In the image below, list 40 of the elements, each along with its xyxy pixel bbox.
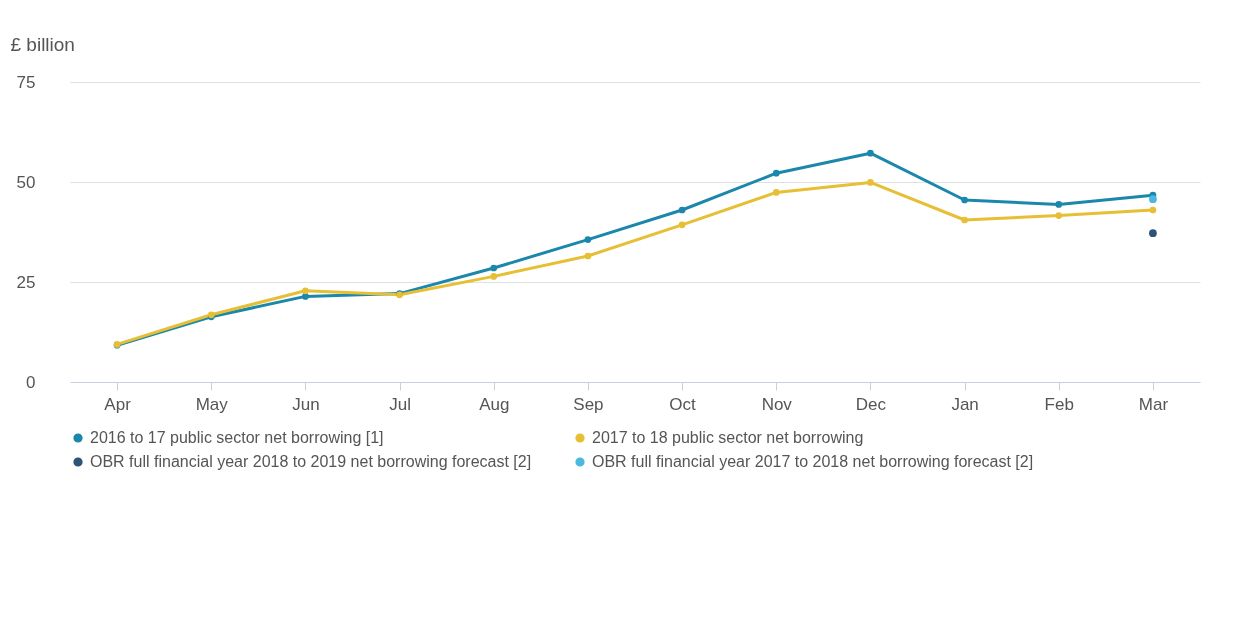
- point: [302, 293, 309, 300]
- point: [584, 252, 592, 260]
- point: [1055, 212, 1063, 219]
- y-tick-label: 75: [16, 72, 36, 92]
- x-tick-label: Mar: [1138, 394, 1169, 414]
- point: [961, 196, 968, 204]
- x-tick-label: Feb: [1044, 394, 1074, 414]
- point: [584, 236, 592, 243]
- y-tick-label: 50: [16, 172, 36, 192]
- x-tick-label: May: [195, 394, 229, 414]
- point: [302, 287, 309, 295]
- x-tick-label: Nov: [761, 394, 793, 414]
- x-tick-label: Jul: [389, 394, 411, 414]
- legend-label: 2016 to 17 public sector net borrowing [1]: [90, 429, 384, 446]
- point: [1055, 201, 1063, 208]
- x-tick-label: Aug: [479, 394, 510, 414]
- x-tick-label: Sep: [573, 394, 604, 414]
- x-tick-label: Jun: [292, 394, 320, 414]
- point: [772, 169, 780, 177]
- x-tick-label: Oct: [669, 394, 697, 414]
- y-tick-label: 0: [26, 372, 36, 392]
- y-axis-title: £ billion: [10, 33, 75, 55]
- point: [490, 264, 498, 272]
- point: [1149, 229, 1157, 238]
- legend-label: OBR full financial year 2018 to 2019 net borrowing forecast [2]: [90, 453, 532, 470]
- point: [867, 149, 874, 157]
- x-tick-label: Jan: [951, 394, 979, 414]
- point: [961, 216, 968, 224]
- x-tick-label: Apr: [104, 394, 132, 414]
- point: [678, 206, 686, 214]
- legend-label: 2017 to 18 public sector net borrowing: [592, 429, 864, 446]
- point: [490, 273, 498, 280]
- legend-label: OBR full financial year 2017 to 2018 net borrowing forecast [2]: [592, 453, 1034, 470]
- point: [1149, 195, 1157, 204]
- x-tick-label: Dec: [855, 394, 887, 414]
- point: [678, 221, 686, 229]
- y-tick-label: 25: [16, 272, 36, 292]
- point: [772, 189, 780, 196]
- point: [1149, 206, 1157, 214]
- point: [867, 179, 874, 186]
